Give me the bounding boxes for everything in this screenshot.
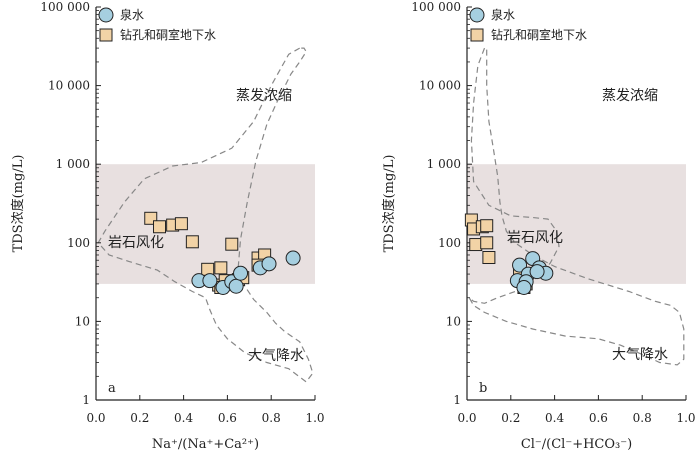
legend-label: 钻孔和硐室地下水 [120, 27, 216, 42]
legend-label: 泉水 [120, 8, 144, 22]
data-point-spring-water [202, 273, 218, 289]
data-point-spring-water [261, 256, 277, 272]
data-point-spring-water [285, 250, 301, 266]
x-tick-label: 1.0 [305, 411, 324, 425]
legend-label: 钻孔和硐室地下水 [491, 27, 587, 42]
y-tick-label: 1 [453, 393, 461, 407]
x-tick-label: 0.8 [262, 411, 281, 425]
data-point-borehole-water [214, 261, 228, 275]
y-axis-title: TDS浓度(mg/L) [381, 155, 397, 253]
y-tick-label: 100 [438, 236, 461, 250]
panel-b: 1 10 100 1 000 10 000 100 000 0.0 0.2 0.4 0.6 0.8 1… [381, 0, 696, 452]
gibbs-envelope-boundary [97, 47, 314, 383]
legend-label: 泉水 [491, 8, 515, 22]
data-point-spring-water [233, 265, 249, 281]
y-axis-title: TDS浓度(mg/L) [10, 155, 26, 253]
x-tick-label: 0.2 [501, 411, 520, 425]
data-point-borehole-water [469, 238, 483, 252]
data-point-borehole-water [480, 219, 494, 233]
y-tick-label: 100 000 [411, 0, 461, 14]
data-point-spring-water [516, 279, 532, 295]
x-tick-label: 1.0 [676, 411, 695, 425]
legend-marker-spring-water [98, 7, 114, 23]
data-point-spring-water [512, 257, 528, 273]
data-point-borehole-water [480, 236, 494, 250]
y-tick-label: 10 000 [419, 79, 461, 93]
x-tick-label: 0.4 [545, 411, 564, 425]
x-tick-label: 0.8 [633, 411, 652, 425]
region-label: 大气降水 [248, 348, 304, 364]
x-axis-title: Na⁺/(Na⁺+Ca²⁺) [152, 437, 259, 452]
x-tick-label: 0.6 [218, 411, 237, 425]
shaded-band [467, 164, 686, 284]
region-label: 蒸发浓缩 [602, 88, 658, 104]
y-tick-label: 10 [75, 314, 90, 328]
x-tick-label: 0.0 [457, 411, 476, 425]
x-tick-label: 0.4 [174, 411, 193, 425]
legend-marker-borehole-water [470, 28, 484, 42]
x-axis-title: Cl⁻/(Cl⁻+HCO₃⁻) [521, 437, 632, 452]
y-tick-label: 1 000 [56, 157, 90, 171]
data-point-spring-water [228, 278, 244, 294]
y-tick-label: 10 000 [48, 79, 90, 93]
data-point-borehole-water [185, 235, 199, 249]
x-tick-label: 0.6 [589, 411, 608, 425]
y-tick-label: 100 000 [40, 0, 90, 14]
data-point-borehole-water [482, 251, 496, 265]
legend-marker-spring-water [469, 7, 485, 23]
panel-letter: b [479, 381, 487, 396]
y-tick-label: 10 [446, 314, 461, 328]
panel-letter: a [108, 381, 116, 396]
x-tick-label: 0.0 [86, 411, 105, 425]
y-tick-label: 100 [67, 236, 90, 250]
region-label: 蒸发浓缩 [236, 88, 292, 104]
panel-a: 1 10 100 1 000 10 000 100 000 0.0 0.2 0.4 0.6 0.8 1… [10, 0, 325, 452]
x-tick-label: 0.2 [130, 411, 149, 425]
data-point-spring-water [529, 264, 545, 280]
region-label: 大气降水 [612, 347, 668, 363]
data-point-borehole-water [225, 237, 239, 251]
legend-marker-borehole-water [99, 28, 113, 42]
y-tick-label: 1 [82, 393, 90, 407]
data-point-borehole-water [174, 217, 188, 231]
region-label: 岩石风化 [108, 235, 164, 251]
y-tick-label: 1 000 [427, 157, 461, 171]
region-label: 岩石风化 [507, 230, 563, 246]
data-point-borehole-water [153, 220, 167, 234]
